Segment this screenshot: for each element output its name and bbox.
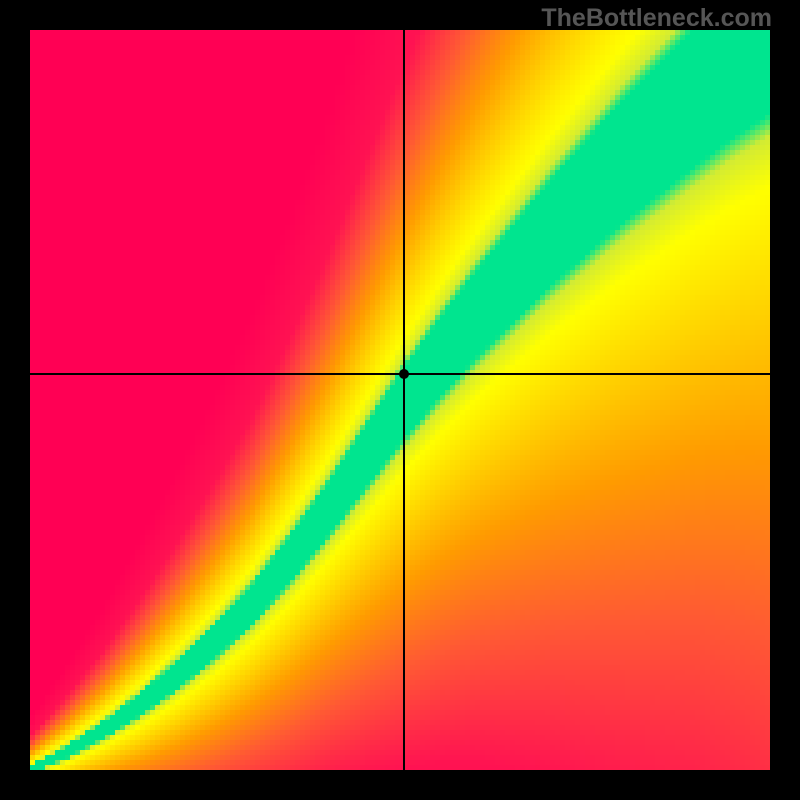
bottleneck-heatmap (30, 30, 770, 770)
chart-container: TheBottleneck.com (0, 0, 800, 800)
watermark-text: TheBottleneck.com (541, 4, 772, 33)
crosshair-marker (399, 369, 409, 379)
crosshair-vertical (403, 30, 405, 770)
